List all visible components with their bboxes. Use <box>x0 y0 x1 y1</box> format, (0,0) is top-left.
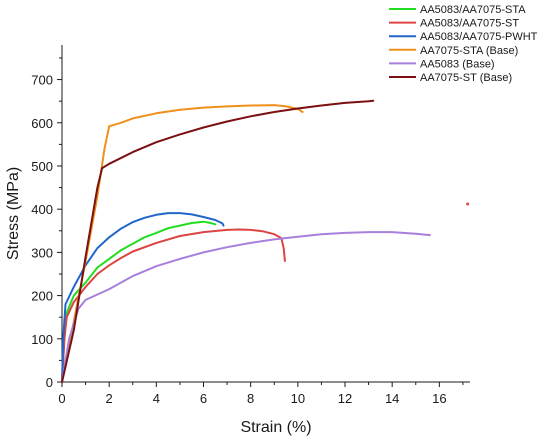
x-tick-label: 6 <box>200 391 207 406</box>
x-axis-title: Strain (%) <box>240 419 311 436</box>
plot-area: 0 2 4 6 8 10 12 14 16 0 100 200 300 400 500 600 700 <box>31 45 470 406</box>
legend-entry-label: AA5083/AA7075-ST <box>420 18 519 30</box>
series-line-aa5083-aa7075-st <box>61 228 286 383</box>
y-tick-label: 0 <box>46 375 53 390</box>
series-line-aa5083-aa7075-sta <box>61 220 217 383</box>
x-tick-label: 12 <box>338 391 352 406</box>
x-tick-label: 8 <box>247 391 254 406</box>
series-line-aa7075-st-base <box>61 99 375 383</box>
y-tick-label: 600 <box>31 116 53 131</box>
x-tick-label: 2 <box>106 391 113 406</box>
x-tick-label: 16 <box>432 391 446 406</box>
legend-entry-label: AA7075-STA (Base) <box>420 45 518 57</box>
legend-entry-label: AA5083/AA7075-PWHT <box>420 31 538 43</box>
x-tick-label: 0 <box>58 391 65 406</box>
y-tick-label: 700 <box>31 73 53 88</box>
series-line-aa5083-base <box>61 231 431 383</box>
series-line-aa7075-sta-base <box>61 104 304 383</box>
legend-entry-label: AA5083 (Base) <box>420 58 495 70</box>
x-tick-label: 14 <box>385 391 399 406</box>
legend-entry-label: AA5083/AA7075-STA <box>420 4 526 16</box>
y-tick-label: 400 <box>31 202 53 217</box>
y-tick-label: 300 <box>31 245 53 260</box>
y-tick-label: 100 <box>31 332 53 347</box>
y-axis-title: Stress (MPa) <box>5 167 22 260</box>
x-tick-label: 4 <box>153 391 160 406</box>
legend: AA5083/AA7075-STA AA5083/AA7075-STAA5083/… <box>389 4 538 84</box>
stray-point-mark <box>466 202 470 206</box>
y-tick-label: 500 <box>31 159 53 174</box>
legend-entry-label: AA7075-ST (Base) <box>420 72 512 84</box>
y-tick-label: 200 <box>31 289 53 304</box>
x-tick-label: 10 <box>291 391 305 406</box>
series-line-aa5083-aa7075-pwht <box>61 212 225 383</box>
